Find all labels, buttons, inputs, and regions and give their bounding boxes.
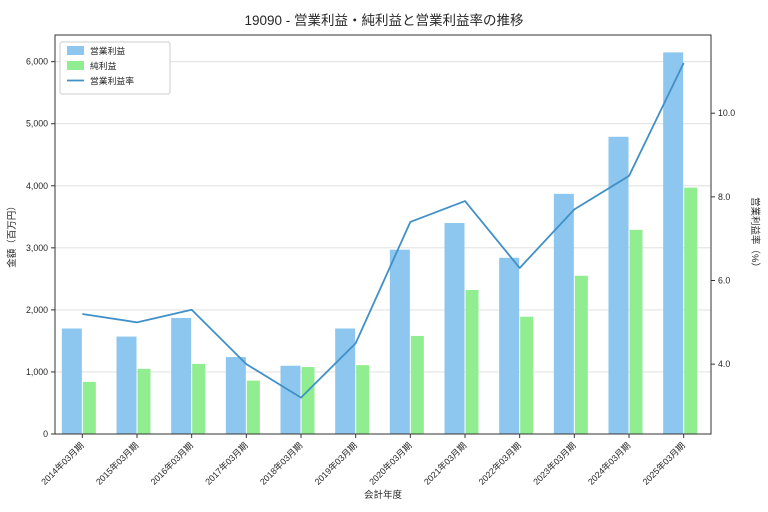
legend-label: 営業利益	[90, 45, 125, 56]
bar-net-profit	[629, 229, 643, 434]
x-tick-label: 2018年03月期	[257, 439, 304, 486]
x-tick-label: 2015年03月期	[93, 439, 140, 486]
legend-box	[59, 41, 171, 95]
chart-title: 19090 - 営業利益・純利益と営業利益率の推移	[244, 13, 524, 28]
legend-swatch-net-profit	[67, 61, 84, 70]
bar-net-profit	[192, 363, 206, 434]
legend-label: 純利益	[90, 60, 117, 71]
bar-net-profit	[574, 275, 588, 434]
right-tick-label: 6.0	[718, 276, 730, 286]
left-tick-label: 4,000	[26, 181, 48, 191]
bar-operating-profit	[225, 357, 246, 434]
right-tick-label: 8.0	[718, 192, 730, 202]
right-tick-label: 4.0	[718, 359, 730, 369]
bar-net-profit	[82, 381, 96, 434]
x-tick-label: 2019年03月期	[312, 439, 359, 486]
x-axis-label: 会計年度	[364, 489, 403, 501]
y-axis-label: 金額（百万円）	[6, 201, 18, 268]
left-tick-label: 3,000	[26, 243, 48, 253]
bar-operating-profit	[444, 223, 465, 434]
bar-operating-profit	[553, 193, 574, 434]
bar-net-profit	[301, 366, 315, 434]
x-tick-label: 2016年03月期	[148, 439, 195, 486]
x-tick-label: 2020年03月期	[367, 439, 414, 486]
bar-operating-profit	[171, 317, 192, 434]
bar-operating-profit	[116, 336, 137, 434]
bar-net-profit	[520, 316, 534, 434]
bar-net-profit	[356, 365, 370, 434]
x-tick-label: 2024年03月期	[585, 439, 632, 486]
bar-operating-profit	[61, 328, 82, 434]
left-tick-label: 2,000	[26, 305, 48, 315]
bar-net-profit	[246, 380, 260, 434]
y2-axis-label: 営業利益率（%）	[749, 197, 761, 272]
right-tick-label: 10.0	[718, 108, 735, 118]
bar-operating-profit	[499, 257, 520, 434]
plot-border	[54, 34, 712, 435]
bar-operating-profit	[389, 249, 410, 434]
bar-operating-profit	[663, 52, 684, 434]
bar-net-profit	[684, 187, 698, 434]
bar-operating-profit	[280, 365, 301, 434]
legend-label: 営業利益率	[90, 75, 134, 86]
left-tick-label: 1,000	[26, 367, 48, 377]
bar-operating-profit	[335, 328, 356, 434]
bar-operating-profit	[608, 136, 629, 434]
left-tick-label: 5,000	[26, 119, 48, 129]
bar-net-profit	[465, 290, 479, 434]
x-tick-label: 2017年03月期	[203, 439, 250, 486]
x-tick-label: 2022年03月期	[476, 439, 523, 486]
x-tick-label: 2014年03月期	[39, 439, 86, 486]
bar-net-profit	[410, 335, 424, 434]
x-tick-label: 2023年03月期	[531, 439, 578, 486]
bar-net-profit	[137, 368, 151, 434]
left-tick-label: 0	[43, 429, 48, 439]
operating-margin-line	[82, 62, 685, 399]
x-tick-label: 2021年03月期	[421, 439, 468, 486]
legend-swatch-operating-profit	[67, 46, 84, 55]
left-tick-label: 6,000	[26, 57, 48, 67]
x-tick-label: 2025年03月期	[640, 439, 687, 486]
